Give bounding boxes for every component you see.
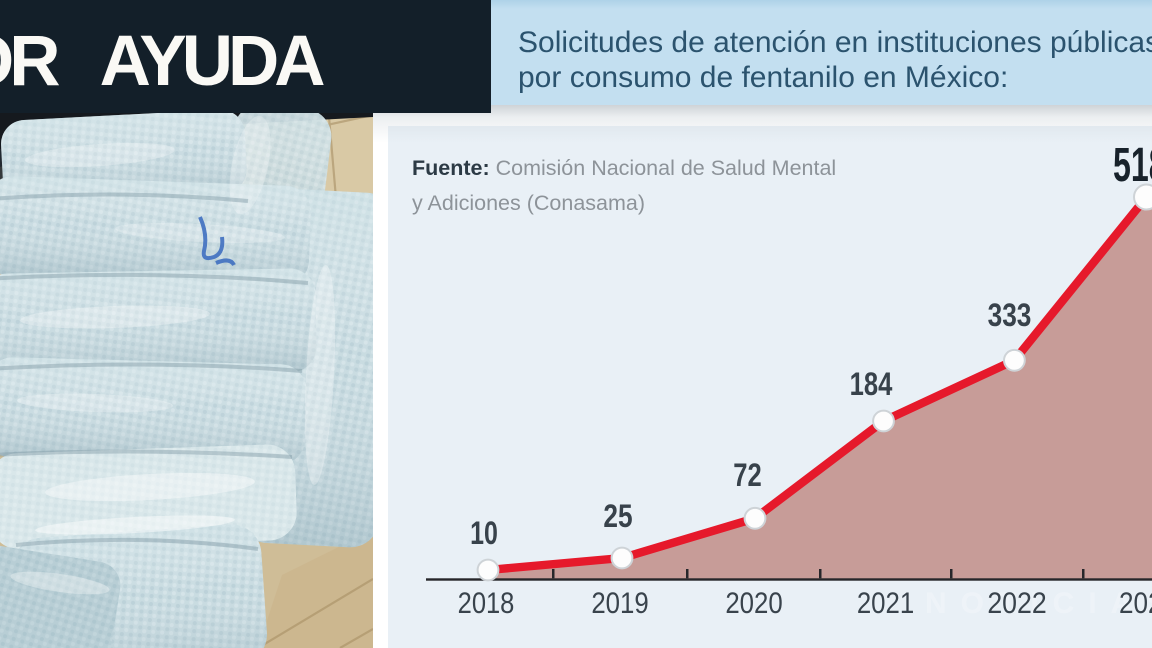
svg-text:2021: 2021 [857, 586, 914, 619]
svg-text:518: 518 [1113, 138, 1152, 192]
svg-text:2020: 2020 [725, 586, 782, 619]
svg-text:72: 72 [733, 458, 761, 493]
svg-text:333: 333 [988, 299, 1032, 334]
svg-text:10: 10 [470, 516, 498, 552]
svg-text:2023: 2023 [1119, 586, 1152, 619]
svg-text:2018: 2018 [458, 586, 515, 619]
svg-text:25: 25 [603, 500, 632, 535]
svg-text:2019: 2019 [591, 586, 648, 619]
svg-text:2022: 2022 [987, 587, 1046, 621]
svg-text:NOTICIAS: NOTICIAS [925, 587, 1152, 620]
svg-text:184: 184 [850, 367, 893, 402]
